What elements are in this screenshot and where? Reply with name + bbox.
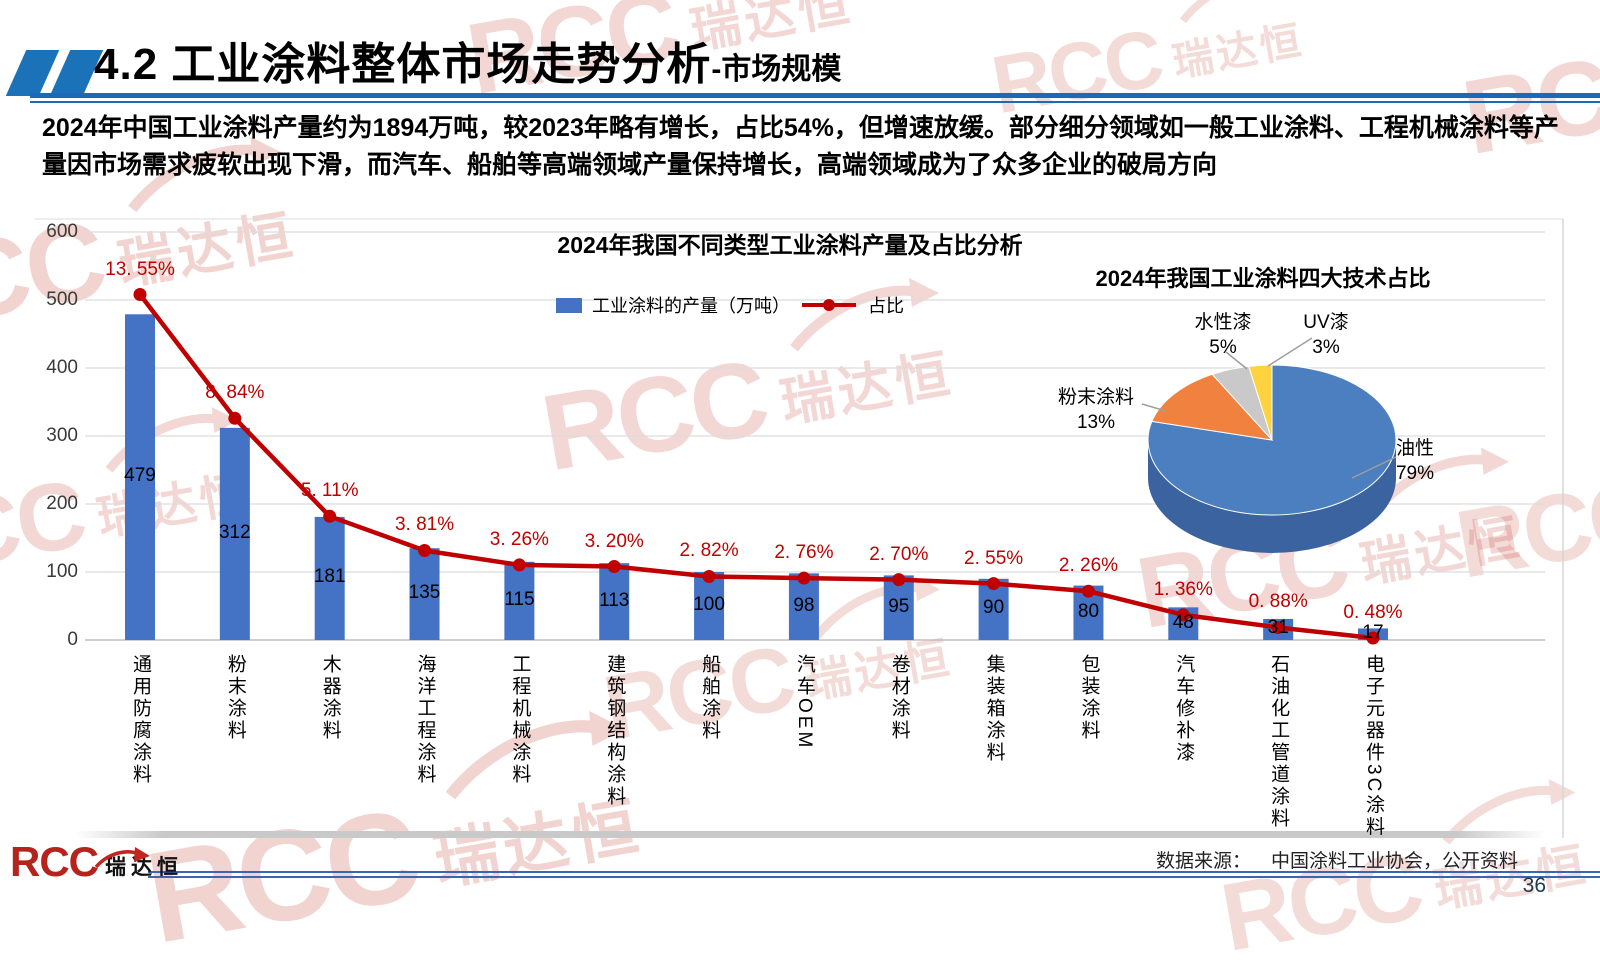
combo-chart-title: 2024年我国不同类型工业涂料产量及占比分析	[557, 232, 1023, 258]
bar	[599, 563, 630, 640]
line-marker	[512, 558, 526, 572]
title-underline-thin	[30, 101, 1600, 103]
line-marker	[607, 560, 621, 574]
legend-line-label: 占比	[868, 296, 904, 316]
line-marker	[418, 543, 432, 557]
rcc-logo-text: RCC	[10, 838, 99, 885]
rcc-logo-swoosh-icon	[94, 847, 150, 869]
summary-paragraph: 2024年中国工业涂料产量约为1894万吨，较2023年略有增长，占比54%，但…	[42, 114, 1559, 179]
pie-chart-title: 2024年我国工业涂料四大技术占比	[1095, 266, 1431, 291]
pie-leader-line	[1141, 403, 1167, 412]
bar-series	[125, 314, 1388, 640]
combo-and-pie-chart	[35, 218, 1564, 838]
legend-bar-label: 工业涂料的产量（万吨）	[592, 296, 790, 316]
line-series	[138, 293, 1374, 641]
line-marker	[892, 573, 906, 587]
pie-leader-line	[1225, 351, 1248, 370]
line-marker	[228, 411, 242, 425]
page-title: 4.2 工业涂料整体市场走势分析 -市场规模	[94, 28, 841, 92]
rcc-logo-cn-text: 瑞达恒	[105, 855, 183, 879]
bar	[219, 427, 250, 640]
chart-legend: 工业涂料的产量（万吨） 占比	[556, 292, 904, 318]
footer-line	[148, 876, 1600, 878]
line-marker	[987, 577, 1001, 591]
footer-line	[148, 871, 1600, 873]
section-number: 4.2	[94, 40, 159, 89]
pie-slice-UV漆	[1248, 364, 1273, 441]
pie-leader-line	[1351, 456, 1397, 479]
data-source-label: 数据来源：	[1155, 851, 1251, 872]
rcc-logo: RCC 瑞达恒	[10, 838, 183, 885]
bar	[504, 561, 535, 640]
bar	[314, 516, 345, 640]
page-title-suffix: -市场规模	[711, 53, 842, 86]
data-source: 数据来源： 中国涂料工业协会，公开资料	[1156, 846, 1518, 873]
page-number: 36	[1522, 874, 1546, 897]
pie-chart	[1141, 337, 1397, 553]
line-marker	[1176, 608, 1190, 622]
line-marker	[702, 569, 716, 583]
bar	[883, 575, 914, 640]
line-marker	[797, 571, 811, 585]
line-marker	[323, 509, 337, 523]
legend-bar-swatch-icon	[556, 297, 582, 313]
pie-slice-粉末涂料	[1151, 373, 1274, 441]
footer-gray-divider	[75, 831, 1545, 838]
bar	[694, 572, 725, 640]
legend-line-marker-icon	[802, 299, 856, 311]
page-title-main: 4.2 工业涂料整体市场走势分析	[94, 28, 711, 92]
pie-leader-line	[1267, 337, 1313, 367]
line-marker	[1366, 631, 1380, 645]
line-marker	[1081, 584, 1095, 598]
data-source-value: 中国涂料工业协会，公开资料	[1270, 851, 1518, 872]
pie-side-wall	[1148, 440, 1396, 553]
title-text: 工业涂料整体市场走势分析	[171, 40, 712, 89]
line-marker	[1271, 620, 1285, 634]
title-underline	[30, 93, 1600, 98]
line-marker	[133, 288, 147, 302]
bar	[125, 314, 155, 640]
bar	[409, 548, 440, 640]
